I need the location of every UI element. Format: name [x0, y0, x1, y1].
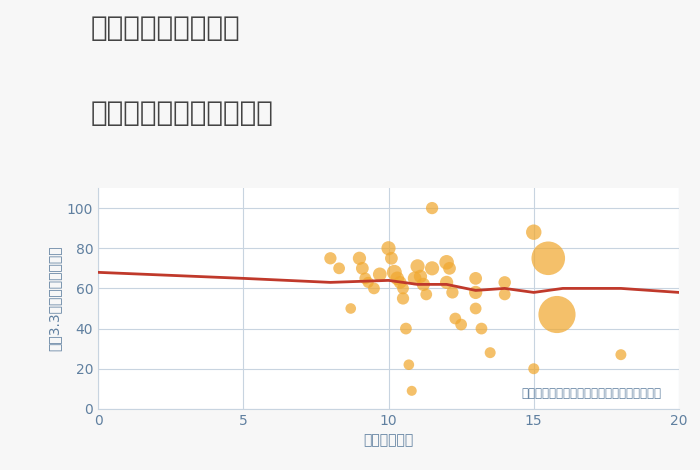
Point	[325, 255, 336, 262]
Text: 兵庫県高砂市梅井の: 兵庫県高砂市梅井の	[91, 14, 241, 42]
Point	[383, 244, 394, 252]
Point	[354, 255, 365, 262]
Point	[528, 365, 539, 373]
Point	[406, 387, 417, 395]
Point	[412, 263, 423, 270]
Point	[426, 265, 438, 272]
Point	[528, 228, 539, 236]
Text: 円の大きさは、取引のあった物件面積を示す: 円の大きさは、取引のあった物件面積を示す	[522, 387, 662, 400]
Point	[360, 274, 371, 282]
Text: 駅距離別中古戸建て価格: 駅距離別中古戸建て価格	[91, 99, 274, 127]
X-axis label: 駅距離（分）: 駅距離（分）	[363, 433, 414, 447]
Point	[499, 290, 510, 298]
Point	[418, 281, 429, 288]
Point	[398, 285, 409, 292]
Point	[357, 265, 368, 272]
Point	[333, 265, 344, 272]
Point	[449, 315, 461, 322]
Point	[403, 361, 414, 368]
Y-axis label: 坪（3.3㎡）単価（万円）: 坪（3.3㎡）単価（万円）	[47, 246, 61, 351]
Point	[374, 271, 386, 278]
Point	[391, 274, 402, 282]
Point	[499, 279, 510, 286]
Point	[615, 351, 626, 359]
Point	[426, 204, 438, 212]
Point	[441, 258, 452, 266]
Point	[456, 321, 467, 329]
Point	[389, 268, 400, 276]
Point	[441, 279, 452, 286]
Point	[484, 349, 496, 356]
Point	[470, 274, 482, 282]
Point	[395, 279, 406, 286]
Point	[415, 273, 426, 280]
Point	[421, 290, 432, 298]
Point	[470, 305, 482, 312]
Point	[409, 274, 420, 282]
Point	[363, 279, 374, 286]
Point	[447, 289, 458, 296]
Point	[386, 255, 397, 262]
Point	[476, 325, 487, 332]
Point	[368, 285, 379, 292]
Point	[552, 311, 563, 318]
Point	[444, 265, 455, 272]
Point	[400, 325, 412, 332]
Point	[345, 305, 356, 312]
Point	[542, 255, 554, 262]
Point	[470, 289, 482, 296]
Point	[398, 295, 409, 302]
